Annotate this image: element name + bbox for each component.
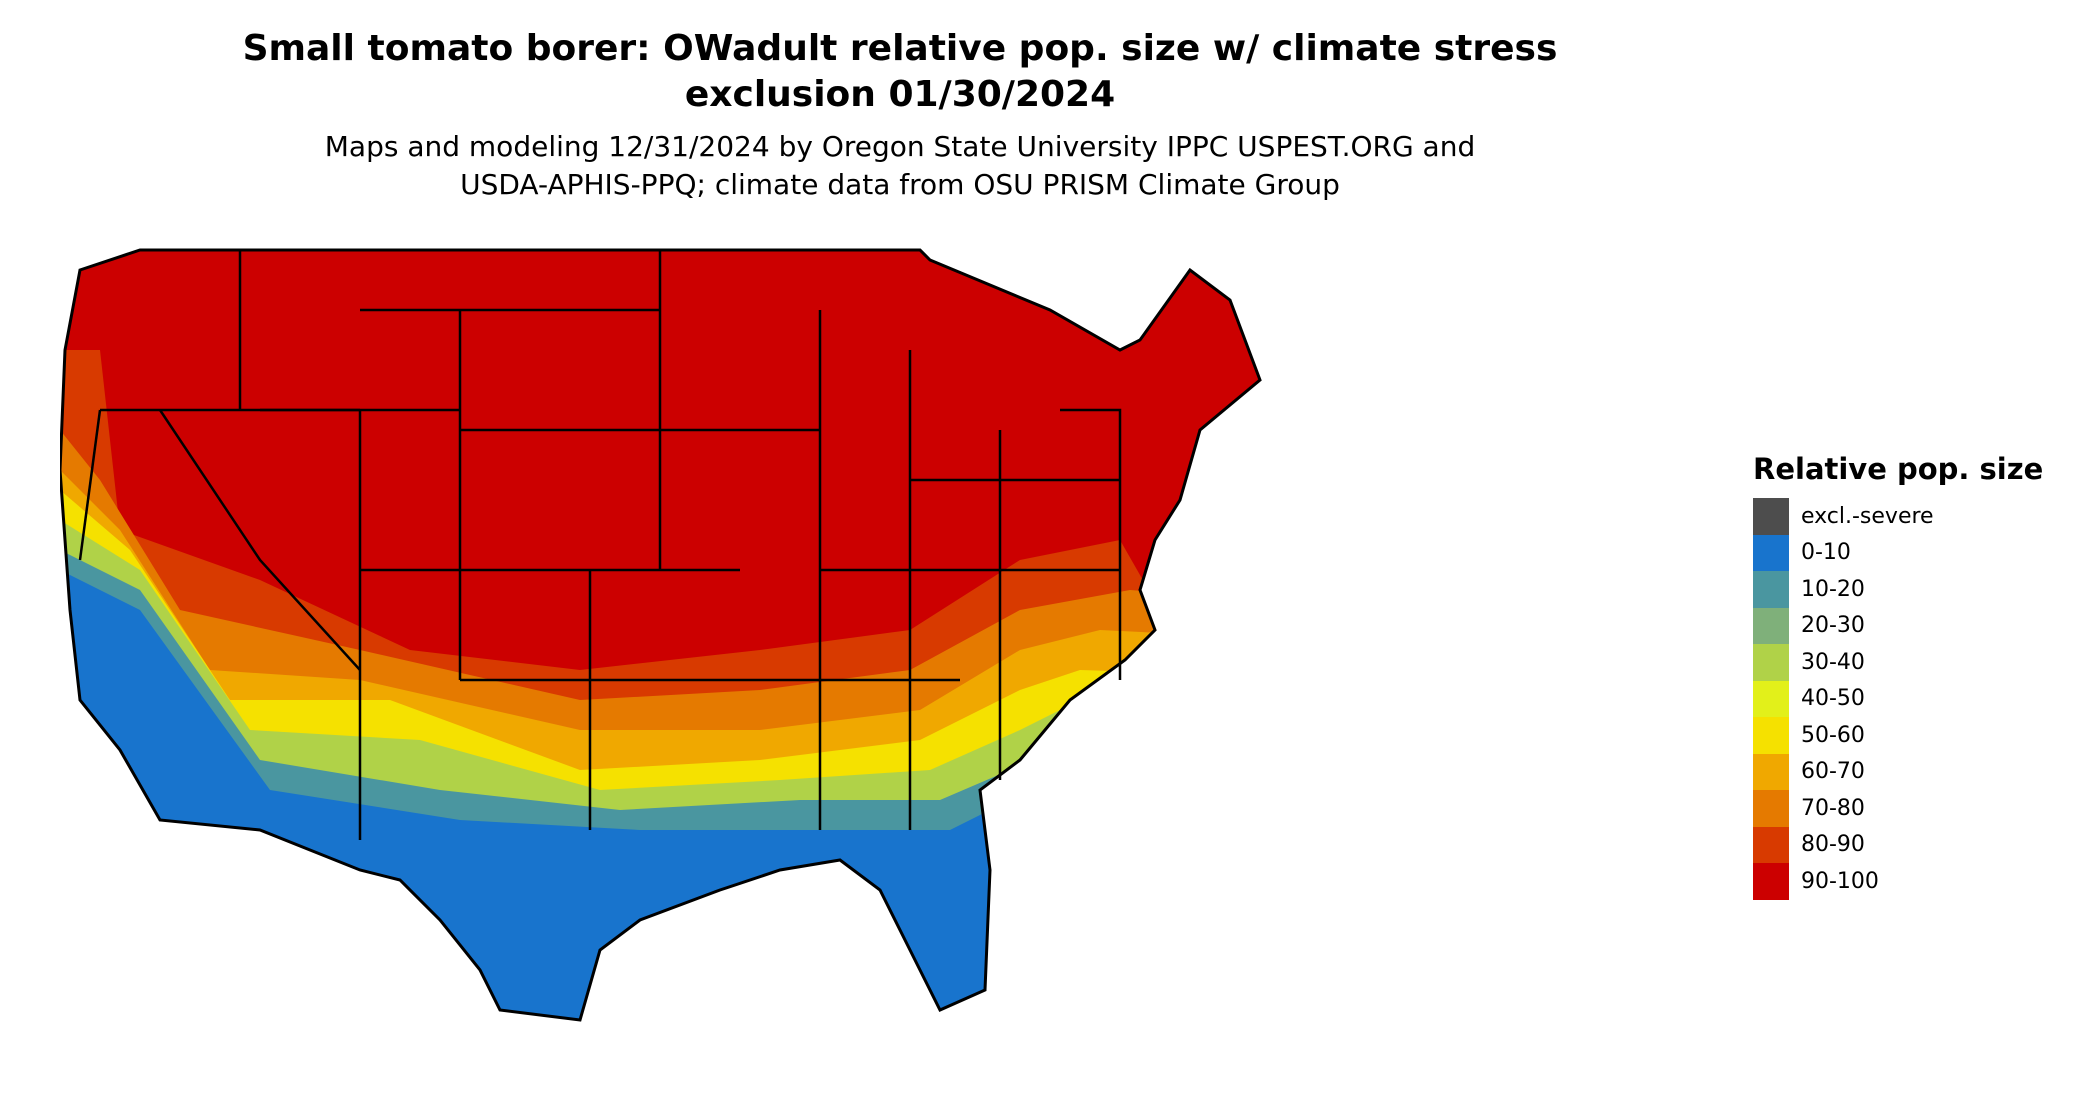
subtitle-line-1: Maps and modeling 12/31/2024 by Oregon S… [324,130,1476,163]
legend-rows: excl.-severe 0-10 10-20 20-30 30-40 40-50 50-6… [1753,498,2043,900]
legend-item: 20-30 [1753,607,2043,644]
legend-swatch [1753,607,1789,644]
legend-label: 0-10 [1801,540,1851,566]
map-subtitle: Maps and modeling 12/31/2024 by Oregon S… [0,128,1800,204]
heat-bands [60,250,1260,1020]
legend-swatch [1753,790,1789,827]
state-border-line [1060,408,1122,680]
legend-item: 90-100 [1753,863,2043,900]
legend-label: excl.-severe [1801,503,1934,529]
state-border-line [78,409,102,561]
subtitle-line-2: USDA-APHIS-PPQ; climate data from OSU PR… [460,168,1340,201]
legend-item: 40-50 [1753,680,2043,717]
legend-label: 20-30 [1801,613,1865,639]
map-title: Small tomato borer: OWadult relative pop… [0,26,1800,118]
legend-item: 0-10 [1753,534,2043,571]
legend-swatch [1753,680,1789,717]
legend-label: 40-50 [1801,686,1865,712]
legend-item: 70-80 [1753,790,2043,827]
title-line-2: exclusion 01/30/2024 [684,74,1116,115]
legend-label: 60-70 [1801,759,1865,785]
state-border-line [158,409,361,671]
legend-swatch [1753,498,1789,535]
us-outline [60,248,1262,1022]
legend-swatch [1753,717,1789,754]
legend-label: 50-60 [1801,722,1865,748]
legend-title: Relative pop. size [1753,452,2044,486]
legend-swatch [1753,753,1789,790]
legend-swatch [1753,644,1789,681]
legend-swatch [1753,571,1789,608]
legend-swatch [1753,534,1789,571]
legend-item: 10-20 [1753,571,2043,608]
title-line-1: Small tomato borer: OWadult relative pop… [242,28,1558,69]
legend-item: 30-40 [1753,644,2043,681]
legend-label: 30-40 [1801,649,1865,675]
legend: Relative pop. size excl.-severe 0-10 10-20… [1753,452,2043,900]
legend-swatch [1753,863,1789,900]
legend-swatch [1753,826,1789,863]
legend-item: 50-60 [1753,717,2043,754]
state-borders [78,250,1122,840]
legend-label: 80-90 [1801,832,1865,858]
legend-label: 90-100 [1801,868,1879,894]
legend-label: 10-20 [1801,576,1865,602]
legend-item: excl.-severe [1753,498,2043,535]
legend-item: 80-90 [1753,826,2043,863]
us-map [60,248,1262,1022]
legend-label: 70-80 [1801,795,1865,821]
legend-item: 60-70 [1753,753,2043,790]
